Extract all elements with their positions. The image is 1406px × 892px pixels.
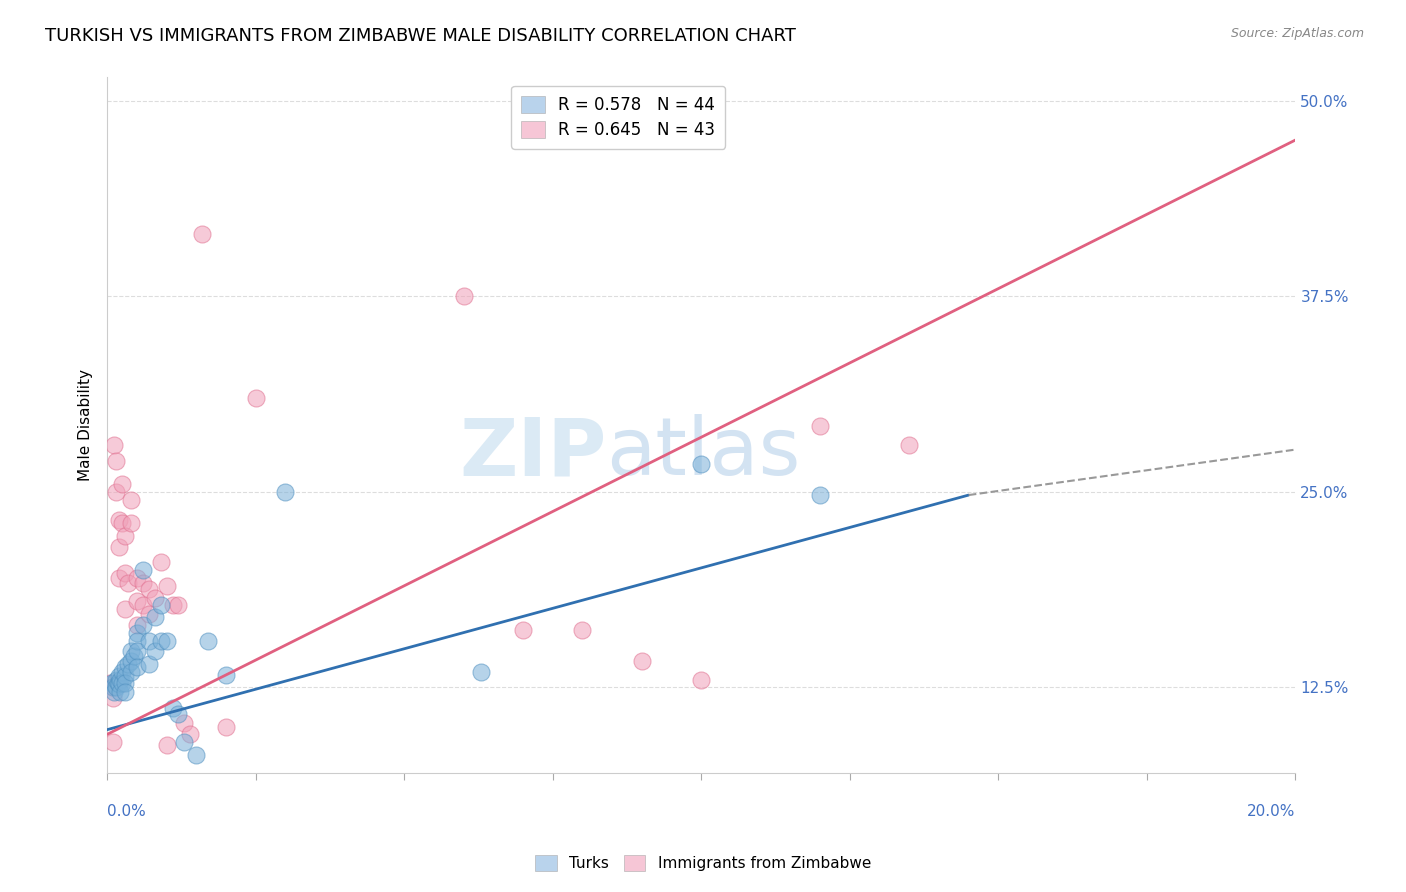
Point	[571, 623, 593, 637]
Text: ZIP: ZIP	[458, 414, 606, 492]
Point	[120, 665, 142, 679]
Point	[125, 571, 148, 585]
Point	[215, 668, 238, 682]
Point	[101, 681, 124, 695]
Point	[110, 685, 132, 699]
Point	[162, 598, 184, 612]
Point	[143, 591, 166, 606]
Point	[149, 633, 172, 648]
Point	[108, 677, 131, 691]
Y-axis label: Male Disability: Male Disability	[79, 369, 93, 482]
Point	[143, 644, 166, 658]
Point	[120, 492, 142, 507]
Text: 20.0%: 20.0%	[1247, 804, 1295, 819]
Point	[117, 575, 139, 590]
Point	[107, 675, 129, 690]
Point	[108, 513, 131, 527]
Point	[111, 665, 134, 679]
Point	[132, 618, 155, 632]
Point	[117, 657, 139, 671]
Point	[173, 716, 195, 731]
Point	[138, 657, 160, 671]
Point	[125, 644, 148, 658]
Point	[114, 566, 136, 581]
Point	[274, 484, 297, 499]
Point	[120, 516, 142, 531]
Point	[138, 633, 160, 648]
Point	[114, 602, 136, 616]
Point	[512, 623, 534, 637]
Point	[101, 675, 124, 690]
Point	[101, 691, 124, 706]
Point	[162, 700, 184, 714]
Point	[173, 735, 195, 749]
Point	[132, 575, 155, 590]
Point	[101, 735, 124, 749]
Point	[453, 289, 475, 303]
Point	[114, 529, 136, 543]
Point	[105, 673, 128, 687]
Point	[167, 598, 190, 612]
Point	[167, 706, 190, 721]
Point	[191, 227, 214, 241]
Point	[103, 685, 125, 699]
Point	[105, 681, 128, 695]
Point	[111, 516, 134, 531]
Point	[125, 625, 148, 640]
Point	[186, 747, 208, 762]
Point	[132, 598, 155, 612]
Point	[149, 555, 172, 569]
Point	[808, 488, 831, 502]
Point	[98, 675, 121, 690]
Point	[215, 720, 238, 734]
Point	[179, 727, 201, 741]
Point	[690, 457, 713, 471]
Point	[108, 540, 131, 554]
Point	[108, 669, 131, 683]
Point	[155, 579, 177, 593]
Point	[120, 644, 142, 658]
Point	[120, 654, 142, 668]
Point	[110, 673, 132, 687]
Point	[155, 633, 177, 648]
Point	[149, 598, 172, 612]
Point	[155, 739, 177, 753]
Point	[690, 673, 713, 687]
Legend: R = 0.578   N = 44, R = 0.645   N = 43: R = 0.578 N = 44, R = 0.645 N = 43	[512, 86, 725, 149]
Text: atlas: atlas	[606, 414, 800, 492]
Text: 0.0%: 0.0%	[107, 804, 146, 819]
Point	[808, 419, 831, 434]
Point	[898, 438, 921, 452]
Legend: Turks, Immigrants from Zimbabwe: Turks, Immigrants from Zimbabwe	[529, 849, 877, 877]
Point	[132, 563, 155, 577]
Point	[108, 571, 131, 585]
Point	[197, 633, 219, 648]
Point	[105, 484, 128, 499]
Text: TURKISH VS IMMIGRANTS FROM ZIMBABWE MALE DISABILITY CORRELATION CHART: TURKISH VS IMMIGRANTS FROM ZIMBABWE MALE…	[45, 27, 796, 45]
Point	[114, 660, 136, 674]
Point	[631, 654, 654, 668]
Point	[114, 675, 136, 690]
Point	[245, 391, 267, 405]
Point	[143, 610, 166, 624]
Point	[470, 665, 492, 679]
Point	[122, 649, 145, 664]
Point	[125, 633, 148, 648]
Point	[114, 669, 136, 683]
Point	[138, 582, 160, 596]
Point	[101, 681, 124, 695]
Point	[111, 477, 134, 491]
Point	[114, 685, 136, 699]
Point	[103, 438, 125, 452]
Point	[125, 594, 148, 608]
Point	[111, 675, 134, 690]
Point	[125, 660, 148, 674]
Text: Source: ZipAtlas.com: Source: ZipAtlas.com	[1230, 27, 1364, 40]
Point	[138, 607, 160, 621]
Point	[125, 618, 148, 632]
Point	[105, 453, 128, 467]
